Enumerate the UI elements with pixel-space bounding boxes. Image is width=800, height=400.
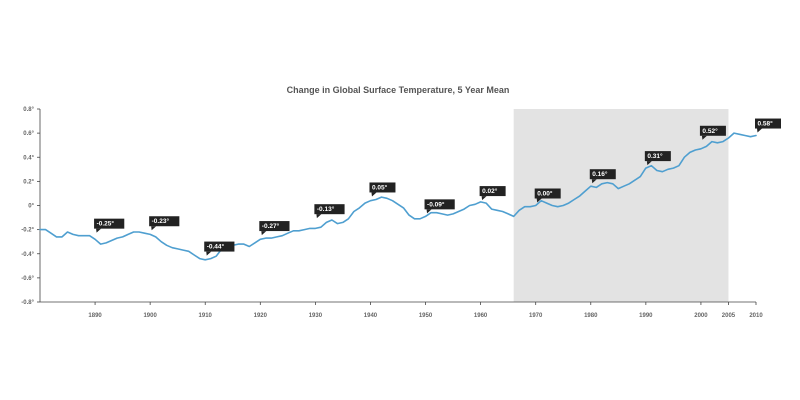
x-tick-label: 1960	[474, 313, 488, 319]
y-tick-label: 0°	[28, 204, 34, 210]
annotation-layer: -0.25° -0.23° -0.44° -0.27° -0.13° 0.05° -0.09…	[94, 118, 781, 256]
value-callout: 0.31°	[644, 151, 671, 166]
callout-box	[534, 188, 561, 199]
callout-label: 0.02°	[482, 187, 498, 195]
value-callout: 0.58°	[755, 118, 781, 133]
x-tick-label: 2000	[694, 313, 708, 319]
series-layer	[39, 132, 757, 261]
x-tick-label: 1950	[419, 313, 433, 319]
highlight-period	[513, 109, 729, 302]
x-tick-label: 1930	[309, 313, 323, 319]
x-tick-label: 1940	[364, 313, 378, 319]
callout-box	[94, 218, 125, 229]
callout-pointer	[261, 231, 267, 236]
callout-box	[369, 182, 396, 193]
callout-pointer	[96, 228, 102, 233]
axes-layer: 0.8° 0.6° 0.4° 0.2° 0° -0.2° -0.4° -0.6° -0.8° 18…	[21, 107, 763, 319]
x-tick-label: 1970	[529, 313, 543, 319]
callout-label: -0.44°	[207, 243, 225, 251]
callout-pointer	[481, 196, 487, 201]
x-tick-label: 1900	[143, 313, 157, 319]
callout-label: -0.25°	[97, 220, 115, 228]
callout-box	[479, 186, 506, 197]
value-callout: -0.09°	[424, 199, 455, 214]
callout-pointer	[757, 128, 762, 133]
y-tick-label: -0.2°	[21, 228, 34, 234]
value-callout: 0.52°	[699, 125, 726, 140]
value-callout: 0.05°	[369, 182, 396, 197]
callout-pointer	[591, 179, 597, 184]
callout-pointer	[646, 161, 652, 166]
callout-box	[149, 216, 180, 227]
callout-label: 0.05°	[372, 183, 388, 191]
callout-box	[699, 125, 726, 136]
y-tick-label: -0.8°	[21, 300, 34, 306]
x-tick-label: 2005	[722, 313, 736, 319]
x-tick-label: 1890	[88, 313, 102, 319]
callout-pointer	[206, 251, 212, 256]
x-tick-label: 1920	[254, 313, 268, 319]
x-tick-label: 1980	[584, 313, 598, 319]
y-tick-label: 0.8°	[23, 107, 34, 113]
callout-label: 0.31°	[647, 152, 663, 160]
callout-box	[589, 169, 616, 180]
x-tick-label: 1910	[199, 313, 213, 319]
callout-pointer	[316, 214, 322, 219]
callout-label: 0.00°	[537, 190, 553, 198]
value-callout: 0.02°	[479, 186, 506, 201]
callout-box	[424, 199, 455, 210]
callout-label: -0.09°	[427, 200, 445, 208]
value-callout: -0.25°	[94, 218, 125, 233]
highlight-layer	[513, 109, 729, 302]
y-tick-label: -0.6°	[21, 276, 34, 282]
y-tick-label: 0.6°	[23, 131, 34, 137]
callout-box	[314, 204, 345, 215]
callout-box	[755, 118, 781, 129]
chart-title: Change in Global Surface Temperature, 5 …	[287, 85, 510, 95]
callout-box	[259, 221, 290, 232]
x-tick-label: 2010	[749, 313, 763, 319]
y-tick-label: -0.4°	[21, 252, 34, 258]
x-tick-label: 1990	[639, 313, 653, 319]
callout-label: 0.58°	[758, 120, 774, 128]
value-callout: 0.00°	[534, 188, 561, 203]
callout-box	[644, 151, 671, 162]
callout-label: -0.13°	[317, 205, 335, 213]
callout-label: 0.16°	[592, 170, 608, 178]
series-line-0	[39, 132, 757, 261]
callout-label: -0.23°	[152, 217, 170, 225]
value-callout: -0.44°	[204, 241, 235, 256]
y-tick-label: 0.4°	[23, 155, 34, 161]
y-tick-label: 0.2°	[23, 179, 34, 185]
callout-pointer	[536, 198, 542, 203]
callout-pointer	[426, 209, 432, 214]
value-callout: -0.27°	[259, 221, 290, 236]
callout-label: -0.27°	[262, 222, 280, 230]
value-callout: -0.23°	[149, 216, 180, 231]
callout-pointer	[701, 135, 707, 140]
callout-box	[204, 241, 235, 252]
callout-label: 0.52°	[702, 127, 718, 135]
callout-pointer	[371, 192, 377, 197]
value-callout: -0.13°	[314, 204, 345, 219]
value-callout: 0.16°	[589, 169, 616, 184]
callout-pointer	[151, 226, 157, 231]
